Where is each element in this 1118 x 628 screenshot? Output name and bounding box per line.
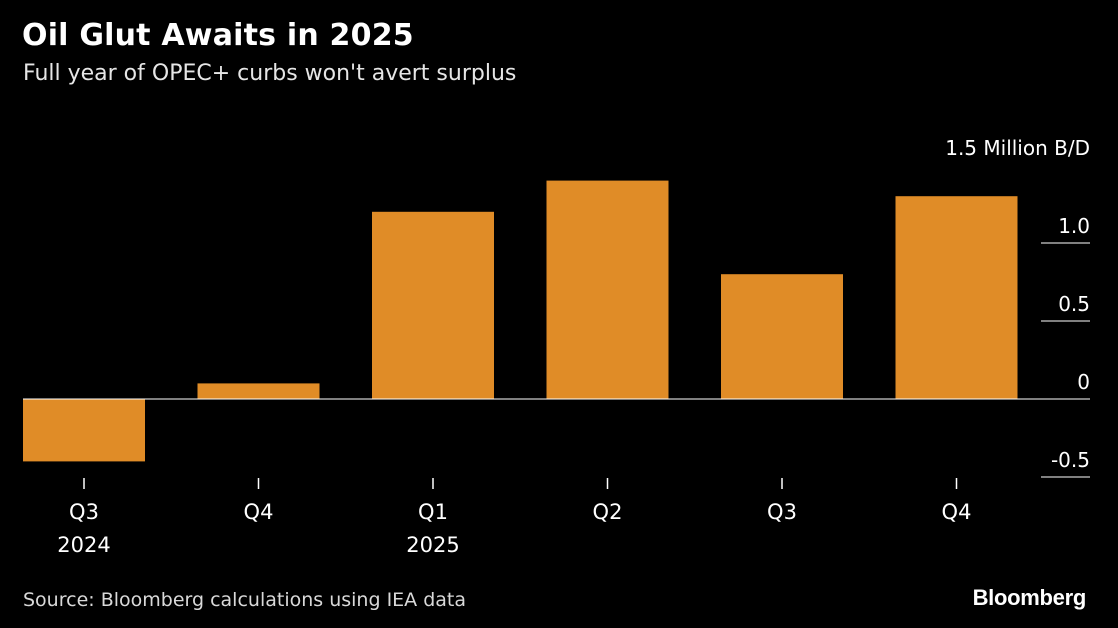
- bar: [372, 211, 494, 399]
- x-tick-label: Q3: [767, 500, 797, 524]
- bar: [23, 399, 145, 462]
- y-tick-label: 0.5: [1058, 292, 1090, 316]
- x-tick-year-label: 2024: [57, 533, 110, 557]
- bloomberg-logo: Bloomberg: [972, 585, 1087, 610]
- y-tick-label: 0: [1077, 370, 1090, 394]
- y-tick-label: 1.0: [1058, 214, 1090, 238]
- x-tick-label: Q4: [942, 500, 972, 524]
- x-tick-year-label: 2025: [406, 533, 459, 557]
- chart-title: Oil Glut Awaits in 2025: [22, 18, 414, 53]
- y-tick-label: 1.5 Million B/D: [945, 136, 1090, 160]
- bar: [895, 196, 1018, 399]
- bar: [546, 180, 669, 399]
- source-note: Source: Bloomberg calculations using IEA…: [23, 589, 467, 611]
- bar: [721, 274, 843, 399]
- x-tick-label: Q4: [244, 500, 274, 524]
- chart-subtitle: Full year of OPEC+ curbs won't avert sur…: [23, 61, 517, 86]
- x-tick-label: Q2: [593, 500, 623, 524]
- bar: [197, 383, 320, 399]
- x-tick-label: Q3: [69, 500, 99, 524]
- y-tick-label: -0.5: [1051, 448, 1090, 472]
- x-tick-label: Q1: [418, 500, 448, 524]
